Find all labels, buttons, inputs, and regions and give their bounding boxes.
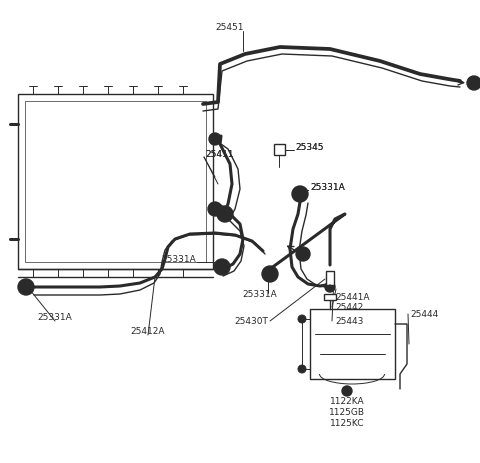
Bar xyxy=(326,271,334,285)
Circle shape xyxy=(209,134,221,146)
Text: 25331A: 25331A xyxy=(310,183,345,192)
Circle shape xyxy=(219,264,225,270)
Text: 25443: 25443 xyxy=(335,317,363,326)
Circle shape xyxy=(217,206,233,223)
Circle shape xyxy=(212,206,218,213)
Circle shape xyxy=(292,187,308,202)
Circle shape xyxy=(342,386,352,396)
Text: 25331A: 25331A xyxy=(37,313,72,322)
Text: 25441A: 25441A xyxy=(335,293,370,302)
Circle shape xyxy=(214,259,230,275)
Circle shape xyxy=(298,365,306,373)
Text: 25411: 25411 xyxy=(205,150,233,159)
Text: 25411: 25411 xyxy=(205,150,233,159)
Text: ©: © xyxy=(299,250,307,259)
Text: 25345: 25345 xyxy=(295,143,324,152)
Text: 25442: 25442 xyxy=(335,303,363,312)
Text: ©: © xyxy=(470,79,478,88)
Circle shape xyxy=(208,203,222,217)
Circle shape xyxy=(296,247,310,262)
Text: 1125GB: 1125GB xyxy=(329,407,365,417)
Text: 25430T: 25430T xyxy=(234,317,268,326)
Circle shape xyxy=(325,282,335,292)
Text: 25345: 25345 xyxy=(295,143,324,152)
Bar xyxy=(310,309,395,379)
Text: 25412A: 25412A xyxy=(131,327,165,336)
Circle shape xyxy=(467,77,480,91)
Circle shape xyxy=(18,279,34,295)
Text: 25444: 25444 xyxy=(410,310,438,319)
Text: 25331A: 25331A xyxy=(161,255,196,264)
Text: 25331A: 25331A xyxy=(242,290,277,299)
Text: 25451: 25451 xyxy=(216,22,244,31)
Text: 1125KC: 1125KC xyxy=(330,419,364,427)
Circle shape xyxy=(297,192,303,198)
Circle shape xyxy=(328,285,332,289)
Bar xyxy=(18,95,213,269)
Circle shape xyxy=(262,266,278,282)
Text: 25331A: 25331A xyxy=(310,183,345,192)
Bar xyxy=(324,294,336,300)
Text: 1122KA: 1122KA xyxy=(330,397,364,406)
Circle shape xyxy=(23,284,29,290)
Circle shape xyxy=(222,212,228,218)
Circle shape xyxy=(298,315,306,323)
Bar xyxy=(25,102,206,263)
Bar xyxy=(274,144,285,156)
Circle shape xyxy=(267,271,273,277)
